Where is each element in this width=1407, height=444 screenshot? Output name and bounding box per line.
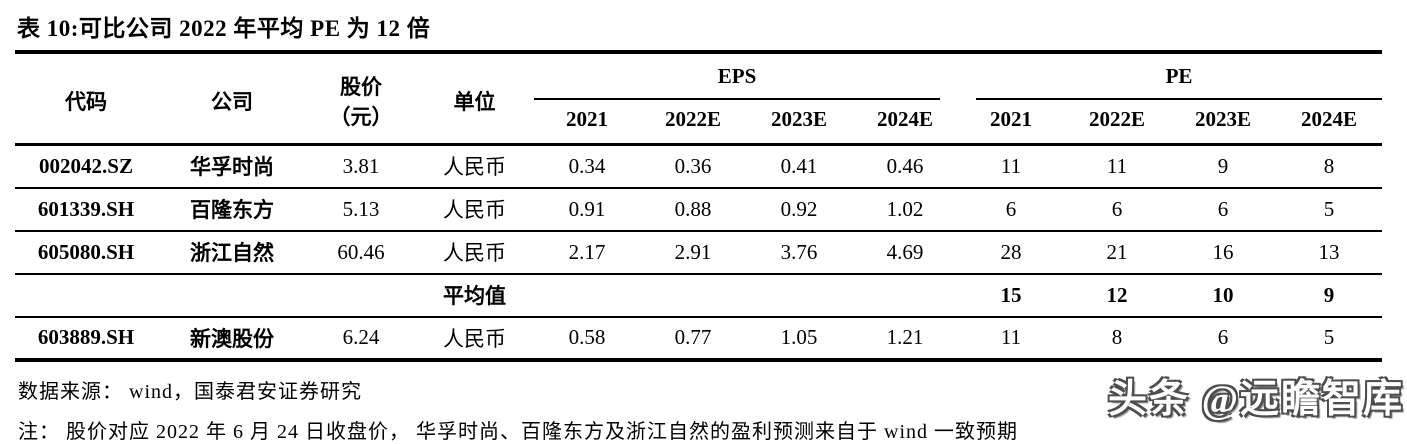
col-header-company: 公司 [157,54,307,146]
cell-eps-2022e: 0.36 [640,144,746,189]
cell-code: 603889.SH [37,325,135,349]
cell-eps-2021: 0.58 [568,325,606,349]
col-header-eps-2022e: 2022E [640,100,746,146]
cell-eps-empty [534,273,640,318]
cell-eps-2024e: 0.46 [852,144,959,189]
table-row-zhejiang: 605080.SH 浙江自然 60.46 人民币 2.17 2.91 3.76 … [15,230,1383,275]
cell-eps-empty [852,273,959,318]
cell-eps-2021: 2.17 [534,230,640,275]
col-header-eps-2024e: 2024E [852,100,959,146]
table-title: 表 10:可比公司 2022 年平均 PE 为 12 倍 [15,5,1382,54]
price-label-line2: （元） [329,104,393,129]
col-header-price: 股价 （元） [307,54,415,146]
cell-code: 002042.SZ [15,144,157,189]
cell-eps-2023e: 0.92 [746,187,852,232]
average-label: 平均值 [415,273,534,318]
cell-code: 601339.SH [15,187,157,232]
cell-pe-2022e: 8 [1111,325,1123,349]
cell-company: 浙江自然 [157,230,307,275]
cell-price: 5.13 [307,187,415,232]
col-header-code: 代码 [15,54,157,146]
col-header-eps-2021: 2021 [534,100,640,146]
cell-eps-2023e: 0.41 [746,144,852,189]
table-row-bailong: 601339.SH 百隆东方 5.13 人民币 0.91 0.88 0.92 1… [15,187,1383,232]
cell-eps-2022e: 0.77 [674,325,712,349]
cell-eps-2021: 0.91 [534,187,640,232]
price-label-line1: 股价 [340,74,382,99]
cell-eps-2021: 0.34 [534,144,640,189]
col-header-unit: 单位 [415,54,534,146]
cell-code-empty [15,273,157,318]
cell-eps-empty [746,273,852,318]
pe-group-label: PE [976,62,1383,100]
cell-pe-2021: 11 [1000,325,1022,349]
col-header-pe-2024e: 2024E [1276,100,1383,146]
cell-unit: 人民币 [415,144,534,189]
col-group-pe: PE [958,54,1383,100]
cell-eps-2024e: 1.21 [886,325,924,349]
report-table-page: 表 10:可比公司 2022 年平均 PE 为 12 倍 代码 公司 股价 （元… [15,5,1404,443]
cell-eps-2024e: 4.69 [852,230,959,275]
table-row-xinao: 603889.SH 新澳股份 6.24 人民币 0.58 0.77 1.05 1… [15,317,1382,360]
cell-avg-pe-2023e: 10 [1170,273,1277,318]
cell-avg-pe-2022e: 12 [1064,273,1171,318]
cell-unit: 人民币 [415,187,534,232]
cell-eps-2023e: 1.05 [780,325,818,349]
cell-company: 百隆东方 [157,187,307,232]
cell-pe-2024e: 8 [1276,144,1383,189]
cell-pe-2022e: 6 [1064,187,1171,232]
cell-avg-pe-2021: 15 [958,273,1065,318]
col-header-pe-2021: 2021 [958,100,1065,146]
cell-eps-2022e: 0.88 [640,187,746,232]
cell-pe-2024e: 13 [1276,230,1383,275]
cell-pe-2024e: 5 [1276,187,1383,232]
cell-price: 6.24 [342,325,380,349]
col-header-pe-2022e: 2022E [1064,100,1171,146]
cell-eps-empty [640,273,746,318]
cell-avg-pe-2024e: 9 [1276,273,1383,318]
cell-pe-2023e: 6 [1217,325,1229,349]
eps-group-label: EPS [534,62,941,100]
cell-eps-2023e: 3.76 [746,230,852,275]
cell-company-empty [157,273,307,318]
cell-eps-2024e: 1.02 [852,187,959,232]
cell-pe-2023e: 6 [1170,187,1277,232]
cell-unit: 人民币 [415,230,534,275]
table-row-huafu: 002042.SZ 华孚时尚 3.81 人民币 0.34 0.36 0.41 0… [15,144,1383,189]
cell-price: 3.81 [307,144,415,189]
cell-eps-2022e: 2.91 [640,230,746,275]
col-header-pe-2023e: 2023E [1170,100,1277,146]
cell-price-empty [307,273,415,318]
cell-company: 新澳股份 [190,326,274,351]
cell-code: 605080.SH [15,230,157,275]
table-row-average: 平均值 15 12 10 9 [15,273,1383,318]
cell-pe-2021: 6 [958,187,1065,232]
cell-pe-2022e: 21 [1064,230,1171,275]
cell-pe-2024e: 5 [1323,325,1335,349]
watermark: 头条 @远瞻智库 [1107,378,1404,421]
cell-company: 华孚时尚 [157,144,307,189]
cell-pe-2022e: 11 [1064,144,1171,189]
cell-pe-2023e: 9 [1170,144,1277,189]
col-header-eps-2023e: 2023E [746,100,852,146]
cell-unit: 人民币 [443,326,506,351]
cell-pe-2021: 28 [958,230,1065,275]
cell-pe-2021: 11 [958,144,1065,189]
col-group-eps: EPS [534,54,958,100]
data-source-line: 数据来源： wind，国泰君安证券研究 [18,380,362,403]
cell-price: 60.46 [307,230,415,275]
comparable-companies-table: 代码 公司 股价 （元） 单位 EPS PE 2021 2022E 2023E … [15,54,1383,362]
cell-pe-2023e: 16 [1170,230,1277,275]
